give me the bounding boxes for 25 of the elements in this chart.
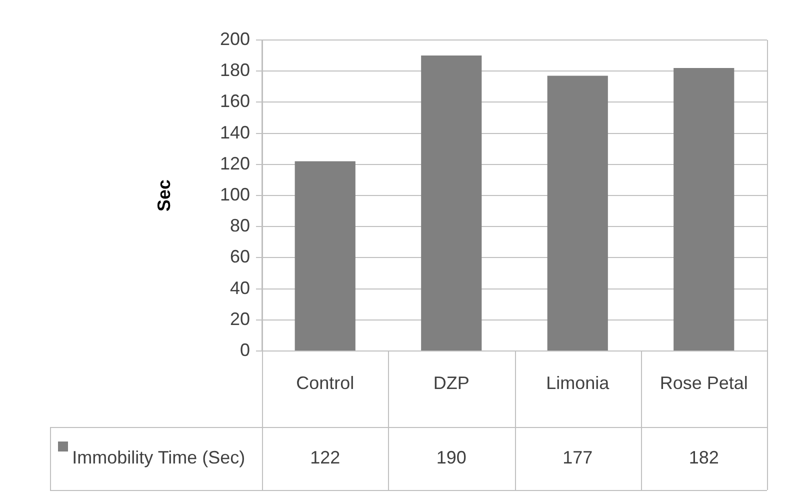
y-tick-label: 80 [230, 216, 250, 236]
x-tick-label: Limonia [546, 372, 610, 393]
x-tick-label: Rose Petal [660, 372, 748, 393]
y-tick-label: 180 [220, 60, 250, 80]
y-tick-label: 120 [220, 153, 250, 174]
x-tick-label: DZP [433, 372, 470, 393]
y-axis-title: Sec [154, 179, 174, 212]
data-label: 177 [562, 447, 593, 468]
bar [294, 161, 356, 350]
y-tick-label: 140 [220, 122, 250, 142]
bar [421, 56, 482, 350]
data-label: 190 [436, 447, 466, 468]
data-label: 182 [688, 447, 719, 468]
y-tick-label: 40 [230, 278, 250, 298]
y-tick-label: 0 [240, 340, 250, 360]
y-tick-label: 60 [230, 246, 250, 267]
y-tick-label: 200 [220, 28, 250, 49]
data-label: 122 [310, 447, 340, 468]
y-tick-label: 160 [220, 91, 250, 112]
y-tick-label: 20 [230, 308, 250, 329]
bar [547, 76, 608, 350]
x-tick-label: Control [296, 372, 354, 393]
bar [674, 68, 734, 350]
legend-label: Immobility Time (Sec) [72, 447, 246, 468]
y-tick-label: 100 [220, 184, 250, 204]
